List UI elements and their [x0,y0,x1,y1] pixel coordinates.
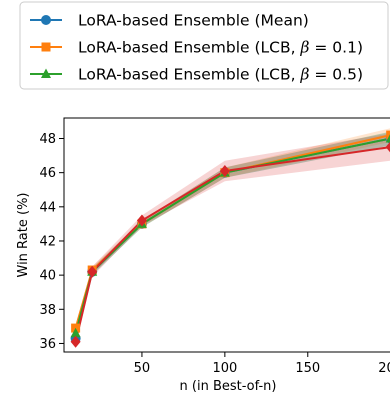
y-tick-label: 42 [39,234,56,249]
series-4-point [385,141,390,153]
y-tick-label: 44 [39,200,56,215]
x-tick-label: 100 [212,361,237,376]
y-tick-label: 38 [39,303,56,318]
series-1-band [75,131,390,342]
x-tick-label: 200 [378,361,390,376]
legend-frame [19,1,389,90]
plot-frame [63,117,390,353]
x-axis-label: n (in Best-of-n) [180,379,277,394]
y-tick-label: 40 [39,269,56,284]
legend-swatch-2-marker [41,42,51,52]
series-3-point [70,327,81,338]
legend: LoRA-based Ensemble (Mean) LoRA-based Ens… [19,1,389,90]
x-tick-label: 50 [134,361,151,376]
series-4-point [219,164,230,177]
series-4-point [136,214,147,227]
series-3-band [75,131,390,339]
legend-label-2: LoRA-based Ensemble (LCB, β = 0.1) [78,39,363,57]
series-4-band [75,133,390,346]
y-axis-label: Win Rate (%) [16,193,31,278]
series-4-point [87,265,98,278]
series-4-point [70,335,81,348]
legend-label-1: LoRA-based Ensemble (Mean) [78,12,309,30]
legend-swatch-1-marker [41,15,51,25]
x-tick-label: 150 [295,361,320,376]
legend-swatch-3-marker [41,68,51,78]
y-tick-label: 46 [39,166,56,181]
y-tick-label: 36 [39,337,56,352]
y-tick-label: 48 [39,132,56,147]
series-2-point [386,130,390,140]
legend-label-3: LoRA-based Ensemble (LCB, β = 0.5) [78,66,363,84]
plot-area: 50 100 150 200 36 38 40 42 44 46 48 [39,117,390,376]
series-3-point [385,134,390,143]
